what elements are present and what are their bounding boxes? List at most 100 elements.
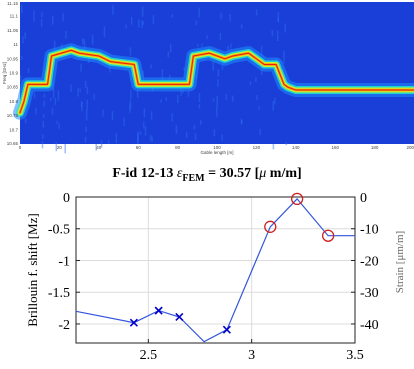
left-y-tick-label: -1 bbox=[58, 254, 70, 269]
heatmap-noise-cell bbox=[217, 69, 220, 77]
heatmap-noise-cell bbox=[216, 106, 218, 117]
heatmap-y-ticks: 11.15 11.1 11.05 11 10.95 10.9 10.85 10.8 10.75 1… bbox=[7, 1, 19, 146]
heatmap-noise-cell bbox=[220, 12, 222, 20]
heatmap-noise-cell bbox=[27, 67, 30, 74]
x-ticks: 2.5 3 3.5 bbox=[140, 339, 364, 363]
circle-marker bbox=[321, 229, 335, 242]
heatmap-x-tick-label: 180 bbox=[371, 145, 379, 150]
x-tick-label: 3.5 bbox=[346, 348, 364, 363]
heatmap-noise-cell bbox=[197, 43, 199, 48]
heatmap-noise-cell bbox=[49, 97, 52, 102]
heatmap-noise-cell bbox=[115, 133, 118, 144]
heatmap-noise-cell bbox=[84, 136, 87, 143]
heatmap-y-tick-label: 11 bbox=[13, 42, 18, 47]
heatmap-noise-cell bbox=[274, 97, 276, 105]
left-y-tick-label: -2 bbox=[58, 318, 70, 333]
heatmap-plot-area bbox=[20, 2, 414, 144]
heatmap-noise-cell bbox=[100, 139, 103, 148]
heatmap-x-tick-label: 40 bbox=[96, 145, 102, 150]
heatmap-noise-cell bbox=[130, 17, 133, 25]
heatmap-noise-cell bbox=[141, 20, 143, 28]
heatmap-noise-cell bbox=[183, 67, 185, 71]
right-y-tick-label: -20 bbox=[360, 254, 379, 269]
heatmap-noise-cell bbox=[84, 81, 87, 89]
x-tick-label: 3 bbox=[248, 348, 255, 363]
brillouin-shift-chart: F-id 12-13 εFEM = 30.57 [μ m/m] 0 -0.5 -1 -… bbox=[25, 166, 406, 363]
heatmap-noise-cell bbox=[103, 26, 106, 38]
heatmap-noise-cell bbox=[123, 117, 125, 127]
heatmap-noise-cell bbox=[171, 14, 174, 18]
heatmap-noise-cell bbox=[272, 100, 274, 111]
heatmap-noise-cell bbox=[52, 88, 55, 99]
heatmap-noise-cell bbox=[225, 94, 228, 100]
heatmap-noise-cell bbox=[136, 90, 139, 98]
heatmap-noise-cell bbox=[42, 114, 45, 119]
heatmap-noise-cell bbox=[284, 23, 287, 33]
series-markers bbox=[129, 192, 335, 334]
heatmap-noise-cell bbox=[20, 74, 22, 82]
heatmap-noise-cell bbox=[231, 95, 234, 102]
heatmap-y-tick-label: 10.7 bbox=[9, 127, 18, 132]
heatmap-noise-cell bbox=[24, 118, 27, 124]
heatmap-noise-cell bbox=[55, 142, 58, 152]
heatmap-x-tick-label: 60 bbox=[136, 145, 142, 150]
chart-title-prefix: F-id 12-13 bbox=[112, 166, 177, 181]
heatmap-noise-cell bbox=[111, 111, 114, 120]
heatmap-noise-cell bbox=[194, 133, 197, 141]
heatmap-noise-cell bbox=[91, 35, 94, 46]
right-y-axis-label: Strain [μm/m] bbox=[394, 231, 406, 293]
heatmap-noise-cell bbox=[43, 93, 46, 98]
x-tick-label: 2.5 bbox=[140, 348, 158, 363]
heatmap-noise-cell bbox=[151, 136, 153, 142]
heatmap-noise-cell bbox=[42, 134, 44, 139]
heatmap-x-tick-label: 20 bbox=[57, 145, 63, 150]
heatmap-noise-cell bbox=[176, 95, 179, 104]
heatmap-noise-cell bbox=[161, 69, 164, 80]
heatmap-noise-cell bbox=[219, 32, 222, 40]
heatmap-noise-cell bbox=[80, 101, 83, 108]
heatmap-noise-cell bbox=[150, 64, 152, 69]
heatmap-noise-cell bbox=[149, 134, 152, 141]
heatmap-y-tick-label: 10.85 bbox=[7, 85, 19, 90]
heatmap-noise-cell bbox=[185, 131, 188, 138]
chart-title-unit: m/m] bbox=[266, 166, 301, 181]
heatmap-noise-cell bbox=[198, 93, 201, 103]
heatmap-noise-cell bbox=[230, 43, 232, 49]
heatmap-noise-cell bbox=[206, 35, 208, 39]
circle-marker bbox=[264, 220, 277, 233]
chart-title-value: = 30.57 [ bbox=[205, 166, 260, 181]
left-y-axis-label: Brillouin f. shift [Mz] bbox=[25, 213, 40, 326]
heatmap-noise-cell bbox=[169, 43, 172, 53]
x-marker bbox=[154, 306, 163, 315]
heatmap-x-tick-label: 200 bbox=[406, 145, 414, 150]
heatmap-noise-cell bbox=[24, 32, 26, 39]
heatmap-noise-cell bbox=[81, 101, 83, 112]
heatmap-y-tick-label: 10.75 bbox=[7, 113, 19, 118]
heatmap-noise-cell bbox=[277, 17, 279, 22]
heatmap-noise-cell bbox=[65, 30, 67, 39]
heatmap-noise-cell bbox=[160, 99, 162, 103]
heatmap-noise-cell bbox=[41, 12, 43, 18]
heatmap-noise-cell bbox=[167, 51, 170, 58]
right-y-tick-label: -40 bbox=[360, 318, 379, 333]
heatmap-noise-cell bbox=[70, 84, 72, 92]
circle-marker bbox=[290, 192, 304, 206]
heatmap-noise-cell bbox=[201, 43, 203, 47]
heatmap-noise-cell bbox=[200, 120, 202, 125]
heatmap-noise-cell bbox=[129, 47, 132, 56]
heatmap-noise-cell bbox=[107, 140, 110, 144]
heatmap-noise-cell bbox=[57, 90, 60, 101]
heatmap-y-tick-label: 10.9 bbox=[9, 71, 18, 76]
heatmap-noise-cell bbox=[272, 143, 275, 150]
right-y-tick-label: -30 bbox=[360, 286, 379, 301]
heatmap-y-tick-label: 11.05 bbox=[7, 28, 18, 33]
heatmap-noise-cell bbox=[198, 7, 200, 18]
heatmap-x-ticks: 0 20 40 60 80 100 120 140 160 180 200 bbox=[19, 145, 414, 150]
heatmap-noise-cell bbox=[180, 86, 182, 97]
chart-title: F-id 12-13 εFEM = 30.57 [μ m/m] bbox=[112, 166, 301, 184]
heatmap-noise-cell bbox=[125, 24, 127, 29]
heatmap-noise-cell bbox=[169, 74, 171, 80]
left-y-tick-label: 0 bbox=[63, 191, 70, 206]
heatmap-noise-cell bbox=[187, 91, 190, 97]
heatmap-noise-cell bbox=[227, 45, 229, 51]
